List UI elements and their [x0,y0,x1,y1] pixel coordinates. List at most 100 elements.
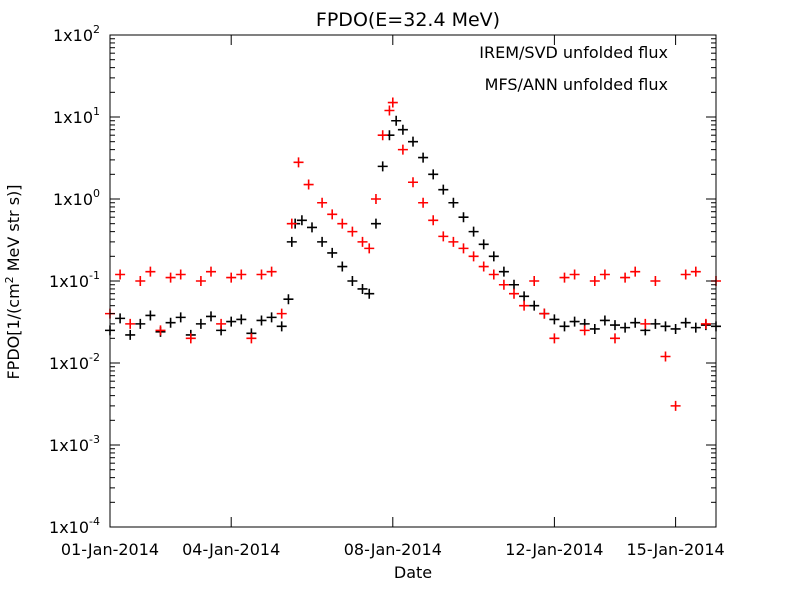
data-point [630,317,641,328]
data-point [519,291,530,302]
y-tick-label: 1x100 [53,187,100,209]
data-point [226,316,237,327]
data-point [337,218,348,229]
data-point [468,251,479,262]
data-point [387,97,398,108]
data-point [317,197,328,208]
data-point [660,351,671,362]
data-point [478,261,489,272]
data-point [165,272,176,283]
legend-entry-mfs-ann: MFS/ANN unfolded flux [485,75,668,94]
data-point [680,269,691,280]
data-point [700,318,711,329]
data-point [549,333,560,344]
data-point [185,333,196,344]
y-tick-label: 1x10-1 [49,269,100,291]
data-point [125,318,136,329]
plot-points [105,97,721,411]
data-point [610,320,620,331]
data-point [377,130,388,141]
y-axis-label-prefix: FPDO[1/(cm [4,283,23,379]
data-point [448,236,459,247]
y-tick-label: 1x10-3 [49,433,100,455]
data-point [236,314,247,325]
y-tick-label: 1x101 [53,105,100,127]
y-tick-label: 1x102 [53,23,100,45]
data-point [266,312,277,323]
data-point [408,177,418,188]
y-axis-label: FPDO[1/(cm2 MeV str s)] [3,184,23,379]
data-point [478,239,489,250]
data-point [347,226,358,237]
x-tick-label: 04-Jan-2014 [182,540,280,559]
data-point [125,329,136,340]
chart-title: FPDO(E=32.4 MeV) [316,9,500,31]
data-point [498,279,509,290]
data-point [559,321,570,332]
data-point [599,315,610,326]
data-point [549,314,560,325]
data-point [293,157,304,168]
data-point [579,325,590,336]
data-point [428,215,439,226]
data-point [145,266,156,277]
data-point [650,318,661,329]
data-point [135,276,146,286]
data-point [690,322,701,333]
data-point [256,315,267,326]
data-point [509,279,519,290]
data-point [384,105,395,116]
data-point [175,312,186,323]
data-point [569,316,580,327]
data-point [670,400,681,411]
data-point [246,333,257,344]
series-0 [105,115,721,340]
data-point [206,266,216,277]
data-point [397,124,408,135]
data-point [680,317,691,328]
data-point [347,276,358,286]
data-point [286,236,297,247]
data-point [599,269,610,280]
data-point [539,308,550,319]
data-point [448,197,459,208]
data-point [327,247,338,258]
data-point [236,269,247,280]
data-point [115,269,126,280]
data-point [155,325,166,336]
y-axis-label-suffix: MeV str s)] [4,184,23,276]
data-point [589,323,600,334]
data-point [610,333,620,344]
y-tick-label: 1x10-4 [49,515,100,537]
data-point [650,276,661,286]
data-point [559,272,570,283]
data-point [630,266,641,277]
data-point [438,231,449,242]
data-point [364,243,375,254]
data-point [317,236,328,247]
data-point [307,222,317,233]
data-point [397,144,408,155]
x-axis-label: Date [394,563,432,582]
data-point [458,212,469,223]
data-point [418,152,429,163]
data-point [296,215,307,226]
data-point [529,300,540,311]
legend: IREM/SVD unfolded flux MFS/ANN unfolded … [479,43,668,94]
axes: 1x102 1x101 1x100 1x10-1 1x10-2 1x10-3 1x10-4 0… [49,23,725,559]
data-point [529,276,540,286]
data-point [195,276,206,286]
data-point [488,269,499,280]
data-point [377,161,388,172]
data-point [488,251,499,262]
data-point [438,184,449,195]
data-point [135,318,146,329]
x-tick-label: 08-Jan-2014 [344,540,442,559]
data-point [175,269,186,280]
data-point [283,294,294,305]
data-point [327,209,338,220]
data-point [357,283,368,294]
data-point [145,310,156,321]
data-point [256,269,267,280]
